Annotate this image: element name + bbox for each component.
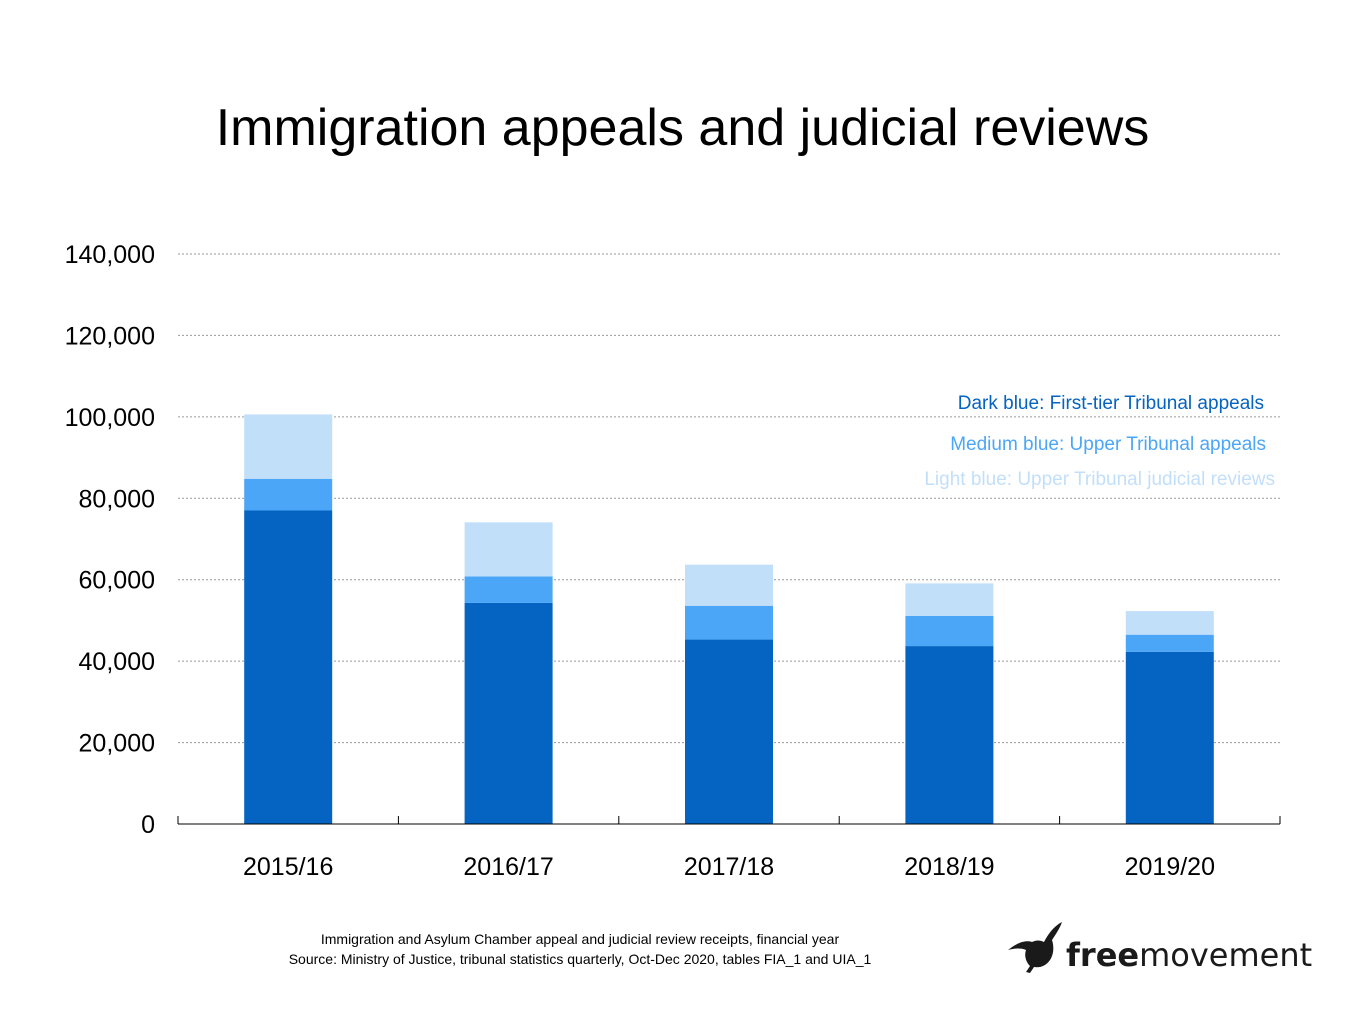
bar-segment bbox=[905, 646, 994, 824]
x-tick-label: 2019/20 bbox=[1125, 853, 1215, 881]
bar-segment bbox=[1125, 611, 1214, 635]
footer-caption: Immigration and Asylum Chamber appeal an… bbox=[320, 931, 840, 947]
bars bbox=[244, 414, 1214, 824]
legend-entry: Light blue: Upper Tribunal judicial revi… bbox=[924, 469, 1275, 490]
x-tick-label: 2017/18 bbox=[684, 853, 774, 881]
bar-segment bbox=[905, 615, 994, 647]
footer-source: Source: Ministry of Justice, tribunal st… bbox=[288, 951, 872, 967]
x-axis bbox=[177, 816, 1281, 825]
y-tick-label: 120,000 bbox=[65, 322, 155, 350]
chart-title: Immigration appeals and judicial reviews bbox=[215, 99, 1150, 157]
x-axis-ticks: 2015/16 2016/17 2017/18 2018/19 2019/20 bbox=[243, 853, 1215, 881]
y-tick-label: 140,000 bbox=[65, 241, 155, 269]
logo-regular: movement bbox=[1139, 936, 1313, 974]
x-tick-label: 2015/16 bbox=[243, 853, 333, 881]
logo-bold: free bbox=[1066, 936, 1140, 974]
bar-segment bbox=[685, 639, 773, 824]
freemovement-logo: freemovement bbox=[1004, 920, 1312, 976]
x-tick-label: 2016/17 bbox=[463, 853, 553, 881]
bar-segment bbox=[1125, 651, 1214, 824]
y-tick-label: 60,000 bbox=[79, 567, 155, 595]
bar-segment bbox=[464, 576, 553, 603]
y-tick-label: 80,000 bbox=[79, 485, 155, 513]
y-tick-label: 40,000 bbox=[79, 648, 155, 676]
bar-segment bbox=[244, 478, 333, 511]
y-tick-label: 20,000 bbox=[79, 730, 155, 758]
bar-segment bbox=[464, 522, 553, 577]
bar-segment bbox=[685, 564, 773, 606]
legend-entry: Medium blue: Upper Tribunal appeals bbox=[950, 434, 1266, 455]
legend: Dark blue: First-tier Tribunal appeals Me… bbox=[924, 393, 1275, 490]
bird-icon bbox=[1008, 922, 1062, 973]
logo-wordmark: freemovement bbox=[1066, 936, 1312, 974]
y-tick-label: 100,000 bbox=[65, 404, 155, 432]
bar-segment bbox=[464, 602, 553, 824]
bar-segment bbox=[685, 605, 773, 640]
bar-segment bbox=[244, 414, 333, 479]
x-tick-label: 2018/19 bbox=[904, 853, 994, 881]
legend-entry: Dark blue: First-tier Tribunal appeals bbox=[958, 393, 1264, 414]
bar-segment bbox=[1125, 634, 1214, 652]
y-tick-label: 0 bbox=[141, 811, 155, 839]
bar-segment bbox=[905, 583, 994, 616]
bar-segment bbox=[244, 510, 333, 824]
y-axis-ticks: 0 20,000 40,000 60,000 80,000 100,000 120,000 1… bbox=[65, 241, 155, 839]
